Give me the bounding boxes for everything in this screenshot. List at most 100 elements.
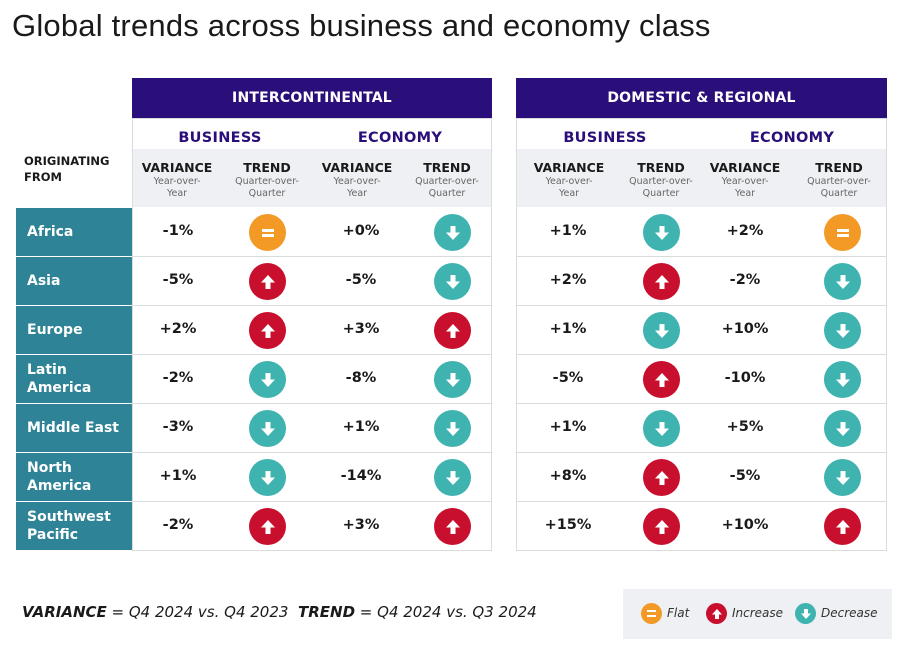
variance-value: +2% [549, 272, 587, 288]
row-divider [132, 550, 492, 551]
page-title: Global trends across business and econom… [12, 8, 711, 43]
variance-value: -5% [552, 370, 584, 386]
variance-value: +0% [342, 223, 380, 239]
column-header-subtitle-line1: Year-over- [333, 176, 381, 187]
decrease-icon [434, 459, 471, 496]
originating-label-line2: FROM [24, 170, 62, 184]
section-banner-intercontinental: INTERCONTINENTAL [132, 78, 492, 118]
variance-value: +1% [549, 223, 587, 239]
variance-value: +3% [342, 517, 380, 533]
column-header-subtitle-line1: Year-over- [721, 176, 769, 187]
column-header-subtitle-line1: Year-over- [545, 176, 593, 187]
increase-icon [643, 263, 680, 300]
region-name-line2: Pacific [27, 527, 79, 543]
column-header-subtitle-line2: Year [734, 188, 756, 199]
variance-value: +10% [721, 517, 769, 533]
row-divider [132, 256, 492, 257]
row-divider [516, 550, 887, 551]
column-header-subtitle: Year-over- Year [701, 176, 789, 200]
variance-value: -1% [162, 223, 194, 239]
subhead-dr-economy: ECONOMY [749, 130, 835, 146]
column-header-subtitle-line2: Year [166, 188, 188, 199]
increase-icon [249, 508, 286, 545]
increase-icon [643, 361, 680, 398]
footnote-trend-text: = Q4 2024 vs. Q3 2024 [355, 603, 537, 621]
row-divider [132, 452, 492, 453]
increase-icon [249, 312, 286, 349]
region-label: Asia [16, 257, 132, 305]
region-name-line1: Asia [27, 273, 61, 289]
originating-from-label: ORIGINATING FROM [24, 153, 109, 185]
footnote-variance-text: = Q4 2024 vs. Q4 2023 [106, 603, 289, 621]
legend-increase-label: Increase [732, 606, 784, 620]
column-header-subtitle: Quarter-over- Quarter [606, 176, 716, 200]
decrease-icon [643, 312, 680, 349]
decrease-icon [249, 361, 286, 398]
region-label: North America [16, 453, 132, 501]
column-header-subtitle-line2: Year [346, 188, 368, 199]
variance-value: +2% [159, 321, 197, 337]
row-divider [516, 354, 887, 355]
column-header-trend: TREND Quarter-over- Quarter [402, 149, 492, 207]
row-divider [516, 501, 887, 502]
row-divider [516, 403, 887, 404]
column-header-subtitle: Year-over- Year [516, 176, 622, 200]
decrease-icon [643, 214, 680, 251]
increase-icon [824, 508, 861, 545]
decrease-icon [249, 410, 286, 447]
variance-value: -10% [724, 370, 766, 386]
column-header-subtitle-line2: Year [558, 188, 580, 199]
originating-label-line1: ORIGINATING [24, 154, 110, 168]
variance-value: +1% [159, 468, 197, 484]
row-divider [132, 501, 492, 502]
column-header-title: TREND [243, 160, 291, 175]
column-header-title: VARIANCE [321, 160, 393, 175]
column-header-subtitle: Quarter-over- Quarter [222, 176, 312, 200]
row-divider [132, 403, 492, 404]
variance-value: -2% [729, 272, 761, 288]
column-header-subtitle-line1: Year-over- [153, 176, 201, 187]
column-header-title: TREND [423, 160, 471, 175]
column-header-subtitle-line2: Quarter [428, 188, 466, 199]
row-divider [516, 256, 887, 257]
increase-icon [643, 459, 680, 496]
variance-value: -14% [340, 468, 382, 484]
column-header-subtitle: Quarter-over- Quarter [791, 176, 887, 200]
variance-value: -2% [162, 370, 194, 386]
region-name-line1: Southwest [27, 509, 111, 525]
footnote: VARIANCE = Q4 2024 vs. Q4 2023 TREND = Q… [22, 603, 537, 621]
variance-value: -5% [162, 272, 194, 288]
region-name-line1: Middle East [27, 420, 119, 436]
decrease-icon [824, 459, 861, 496]
region-label: Southwest Pacific [16, 502, 132, 550]
region-name-line1: North [27, 460, 72, 476]
column-header-band-ic: VARIANCE Year-over- Year TREND Quarter-over-… [132, 149, 492, 207]
flat-icon [249, 214, 286, 251]
decrease-icon [795, 603, 816, 624]
decrease-icon [824, 263, 861, 300]
section-banner-domestic-regional: DOMESTIC & REGIONAL [516, 78, 887, 118]
flat-icon [641, 603, 662, 624]
column-header-trend: TREND Quarter-over- Quarter [606, 149, 716, 207]
legend-flat-label: Flat [667, 606, 690, 620]
subhead-ic-economy: ECONOMY [357, 130, 443, 146]
variance-value: +8% [549, 468, 587, 484]
decrease-icon [434, 361, 471, 398]
increase-icon [249, 263, 286, 300]
variance-value: +2% [726, 223, 764, 239]
subhead-dr-business: BUSINESS [563, 130, 647, 146]
column-header-subtitle-line2: Quarter [248, 188, 286, 199]
subhead-ic-business: BUSINESS [178, 130, 262, 146]
decrease-icon [824, 312, 861, 349]
column-header-subtitle: Quarter-over- Quarter [402, 176, 492, 200]
legend-decrease-label: Decrease [821, 606, 878, 620]
column-header-subtitle-line2: Quarter [642, 188, 680, 199]
column-header-variance: VARIANCE Year-over- Year [312, 149, 402, 207]
region-label: Africa [16, 208, 132, 256]
variance-value: +1% [549, 321, 587, 337]
column-header-variance: VARIANCE Year-over- Year [132, 149, 222, 207]
region-label: Europe [16, 306, 132, 354]
decrease-icon [434, 410, 471, 447]
variance-value: -8% [345, 370, 377, 386]
variance-value: +5% [726, 419, 764, 435]
